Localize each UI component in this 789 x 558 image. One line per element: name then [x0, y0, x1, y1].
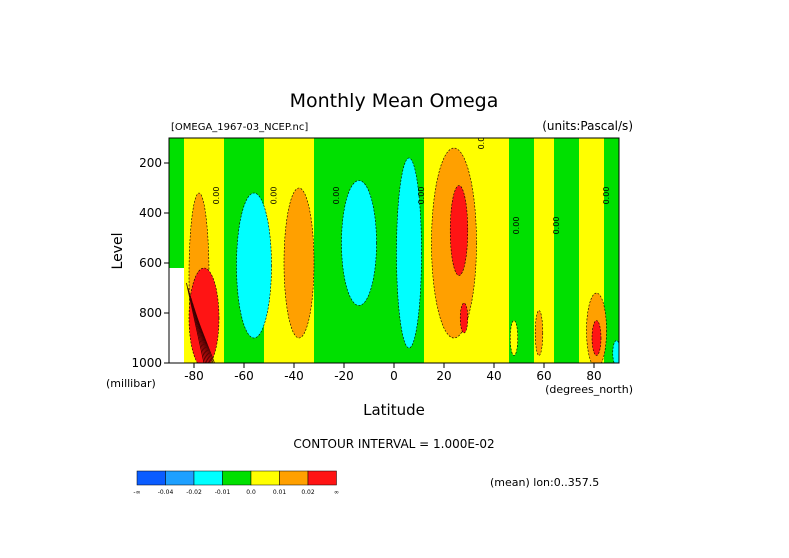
- contour-label-2: 0.00: [332, 187, 341, 205]
- contour-region-0: [236, 192, 272, 339]
- colorbar-label-7: ∞: [334, 489, 339, 496]
- contour-region-1: [283, 187, 315, 339]
- y-tick-label-1: 400: [139, 206, 162, 220]
- field-band-6: [314, 138, 344, 363]
- contour-region-12: [509, 320, 519, 356]
- field-band-10: [484, 138, 509, 363]
- y-tick-label-3: 800: [139, 306, 162, 320]
- contour-region-8: [188, 267, 220, 363]
- colorbar-label-3: -0.01: [215, 489, 231, 496]
- contour-label-3: 0.00: [417, 187, 426, 205]
- field-band-15: [604, 138, 619, 363]
- plot-area: 0.00 0.00 0.00 0.00 0.00 0.00 0.00 0.00 -80 -60 -4…: [131, 132, 620, 383]
- contour-region-11: [534, 310, 544, 356]
- field-band-4: [264, 138, 287, 363]
- colorbar-label-6: 0.02: [301, 489, 315, 496]
- y-axis-title: Level: [110, 233, 126, 270]
- y-tick-label-4: 1000: [131, 356, 162, 370]
- colorbar-swatch-1: [165, 470, 195, 486]
- contour-region-2: [341, 180, 377, 306]
- x-tick-label-3: -20: [334, 369, 354, 383]
- polar-contour-7: [196, 317, 215, 363]
- mean-note: (mean) lon:0..357.5: [490, 476, 599, 489]
- colorbar: -∞ -0.04 -0.02 -0.01 0.0 0.01 0.02 ∞: [133, 470, 339, 496]
- x-tick-label-2: -40: [284, 369, 304, 383]
- contour-label-4: 0.00: [477, 132, 486, 150]
- field-band-12: [534, 138, 554, 363]
- x-tick-label-7: 60: [536, 369, 551, 383]
- colorbar-swatch-0: [136, 470, 166, 486]
- x-tick-label-8: 80: [586, 369, 601, 383]
- contour-label-7: 0.00: [602, 187, 611, 205]
- colorbar-swatch-6: [307, 470, 337, 486]
- file-label: [OMEGA_1967-03_NCEP.nc]: [171, 122, 308, 133]
- colorbar-label-1: -0.04: [158, 489, 174, 496]
- contour-label-0: 0.00: [212, 187, 221, 205]
- contour-interval: CONTOUR INTERVAL = 1.000E-02: [293, 437, 494, 451]
- colorbar-label-0: -∞: [133, 489, 140, 496]
- x-unit-label: (degrees_north): [545, 383, 633, 396]
- contour-region-6: [459, 302, 469, 334]
- colorbar-swatch-3: [222, 470, 252, 486]
- x-tick-label-6: 40: [486, 369, 501, 383]
- y-tick-label-0: 200: [139, 156, 162, 170]
- contour-label-1: 0.00: [270, 187, 279, 205]
- colorbar-label-4: 0.0: [246, 489, 256, 496]
- y-unit-label: (millibar): [106, 377, 156, 390]
- x-tick-label-4: 0: [390, 369, 398, 383]
- contour-label-5: 0.00: [512, 217, 521, 235]
- field-band-13: [554, 138, 579, 363]
- field-group: 0.00 0.00 0.00 0.00 0.00 0.00 0.00 0.00: [169, 132, 619, 363]
- colorbar-swatch-2: [193, 470, 223, 486]
- contour-region-3: [396, 157, 422, 349]
- x-tick-label-5: 20: [436, 369, 451, 383]
- contour-region-13: [612, 340, 619, 363]
- contour-region-5: [449, 185, 469, 276]
- units-label: (units:Pascal/s): [542, 119, 633, 133]
- masked-terrain: [169, 268, 184, 363]
- x-tick-label-0: -80: [184, 369, 204, 383]
- colorbar-label-5: 0.01: [273, 489, 287, 496]
- colorbar-label-2: -0.02: [186, 489, 202, 496]
- colorbar-swatch-4: [250, 470, 280, 486]
- x-tick-label-1: -60: [234, 369, 254, 383]
- x-axis-title: Latitude: [363, 401, 425, 419]
- chart-title: Monthly Mean Omega: [290, 90, 499, 112]
- y-tick-label-2: 600: [139, 256, 162, 270]
- polar-contour-1: [187, 287, 206, 363]
- contour-region-10: [591, 320, 602, 356]
- polar-contour-0: [186, 282, 205, 363]
- colorbar-swatch-5: [279, 470, 309, 486]
- contour-label-6: 0.00: [552, 217, 561, 235]
